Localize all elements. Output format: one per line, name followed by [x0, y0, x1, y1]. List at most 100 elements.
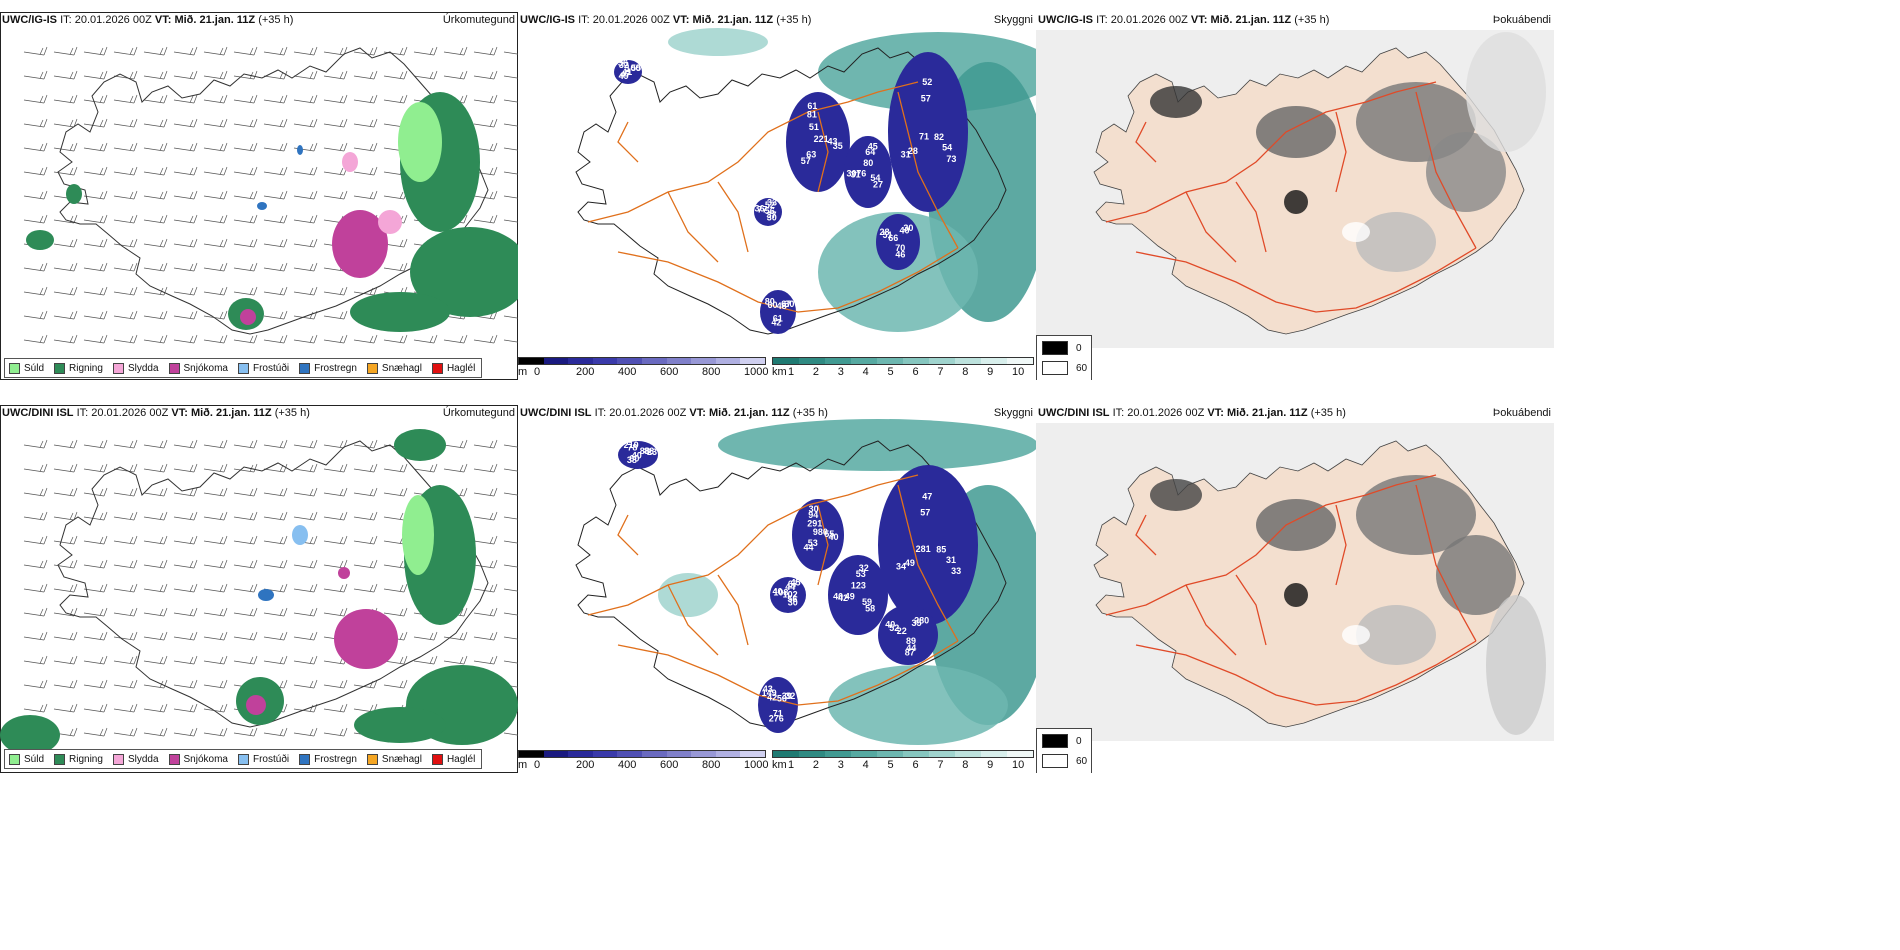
wind-barb	[113, 727, 138, 737]
visibility-map: 9802811231022256402918549448942885357591…	[518, 419, 1036, 745]
colorbar-cell	[851, 751, 877, 757]
wind-barb	[473, 655, 498, 665]
ceiling-label: 40	[885, 620, 895, 630]
fog-indicator-area	[1356, 475, 1476, 555]
ceiling-label: 100	[625, 63, 640, 73]
ceiling-label: 85	[936, 545, 946, 555]
wind-barb	[413, 46, 438, 56]
wind-barb	[113, 286, 138, 296]
wind-barb	[383, 655, 408, 665]
wind-barb	[53, 535, 78, 545]
precip-area	[338, 567, 350, 579]
cloud-panel-row1: UWC/IG-IS IT: 20.01.2026 00Z VT: Mið. 21…	[1036, 12, 1554, 380]
wind-barb	[143, 631, 168, 641]
colorbar-cell	[773, 751, 799, 757]
wind-barb	[173, 94, 198, 104]
wind-barb	[293, 583, 318, 593]
wind-barb	[23, 679, 48, 689]
wind-barb	[23, 118, 48, 128]
wind-barb	[203, 439, 228, 449]
ceiling-labels: 221 7180566648415182765270601006357547740…	[618, 58, 956, 328]
ceiling-label: 40	[828, 532, 838, 542]
wind-barb	[173, 142, 198, 152]
ceiling-label: 32	[619, 60, 629, 70]
ceiling-label: 291	[807, 519, 822, 529]
ceiling-label: 210	[624, 440, 639, 450]
wind-barb	[353, 46, 378, 56]
wind-barb	[383, 679, 408, 689]
road	[587, 474, 919, 616]
wind-barb	[173, 655, 198, 665]
wind-barb	[503, 339, 518, 343]
wind-barb	[173, 727, 198, 737]
wind-barb	[173, 631, 198, 641]
wind-barb	[383, 463, 408, 473]
ceiling-label: 54	[942, 143, 952, 153]
legend-label: Snjókoma	[183, 362, 228, 374]
wind-barb	[113, 214, 138, 224]
colorbar-cell	[799, 358, 825, 364]
ceiling-label: 43	[763, 684, 773, 694]
wind-barb	[353, 487, 378, 497]
panel-variable-label: Úrkomutegund	[442, 407, 515, 419]
road	[897, 484, 959, 642]
wind-barb	[113, 166, 138, 176]
colorbar-tick: 1	[788, 759, 795, 771]
wind-barb	[203, 214, 228, 224]
wind-barb	[353, 286, 378, 296]
wind-barb	[233, 214, 258, 224]
wind-barb	[233, 142, 258, 152]
ceiling-label: 81	[807, 110, 817, 120]
visibility-panel-row1: 221 71 80 56 66 48 41 51 82 76 52 70 60 100 63 57 54 77 40…	[518, 12, 1036, 380]
wind-barb	[473, 463, 498, 473]
ceiling-label: 31	[901, 149, 911, 159]
colorbar-cell	[825, 358, 851, 364]
low-visibility-area	[668, 28, 768, 56]
snow-swatch	[168, 362, 180, 374]
low-ceiling-area	[828, 555, 888, 635]
wind-barb	[263, 535, 288, 545]
fog-indicator-area	[1356, 212, 1436, 272]
wind-barb	[143, 46, 168, 56]
fog-indicator-area	[1436, 535, 1516, 615]
ceiling-label: 52	[765, 200, 775, 210]
freezing-rain-swatch	[299, 753, 311, 765]
drizzle-swatch	[9, 362, 20, 374]
legend-item: Slydda	[112, 753, 159, 765]
wind-barb	[323, 559, 348, 569]
wind-barb	[233, 607, 258, 617]
legend-label: Súld	[24, 753, 45, 765]
ceiling-label: 30	[903, 223, 913, 233]
low-visibility-field	[668, 28, 1036, 332]
legend-label: Frostúði	[252, 362, 290, 374]
ceiling-label: 70	[895, 243, 905, 253]
legend-item: Haglél	[431, 753, 475, 765]
ceiling-label: 36	[754, 204, 764, 214]
panel-variable-label: Skyggni	[993, 14, 1033, 26]
wind-barb	[263, 334, 288, 344]
wind-barb	[233, 190, 258, 200]
wind-barb	[383, 559, 408, 569]
road	[717, 181, 749, 253]
colorbar-cell	[543, 751, 569, 757]
legend-item: Haglél	[431, 362, 475, 374]
colorbar-cell	[519, 358, 544, 364]
wind-barb	[443, 70, 468, 80]
wind-barb	[143, 535, 168, 545]
wind-barb	[503, 219, 518, 223]
wind-barb	[173, 559, 198, 569]
ceiling-label: 108	[773, 587, 788, 597]
wind-barb	[203, 583, 228, 593]
wind-barb	[383, 190, 408, 200]
wind-barb	[323, 535, 348, 545]
ceiling-label: 87	[905, 648, 915, 658]
wind-barb	[503, 195, 518, 199]
panel-frame	[0, 12, 518, 380]
wind-barb	[83, 334, 108, 344]
wind-barb	[113, 655, 138, 665]
wind-barb	[143, 118, 168, 128]
road	[1105, 81, 1437, 223]
ceiling-label: 71	[919, 131, 929, 141]
wind-barb	[203, 679, 228, 689]
wind-barb	[443, 631, 468, 641]
